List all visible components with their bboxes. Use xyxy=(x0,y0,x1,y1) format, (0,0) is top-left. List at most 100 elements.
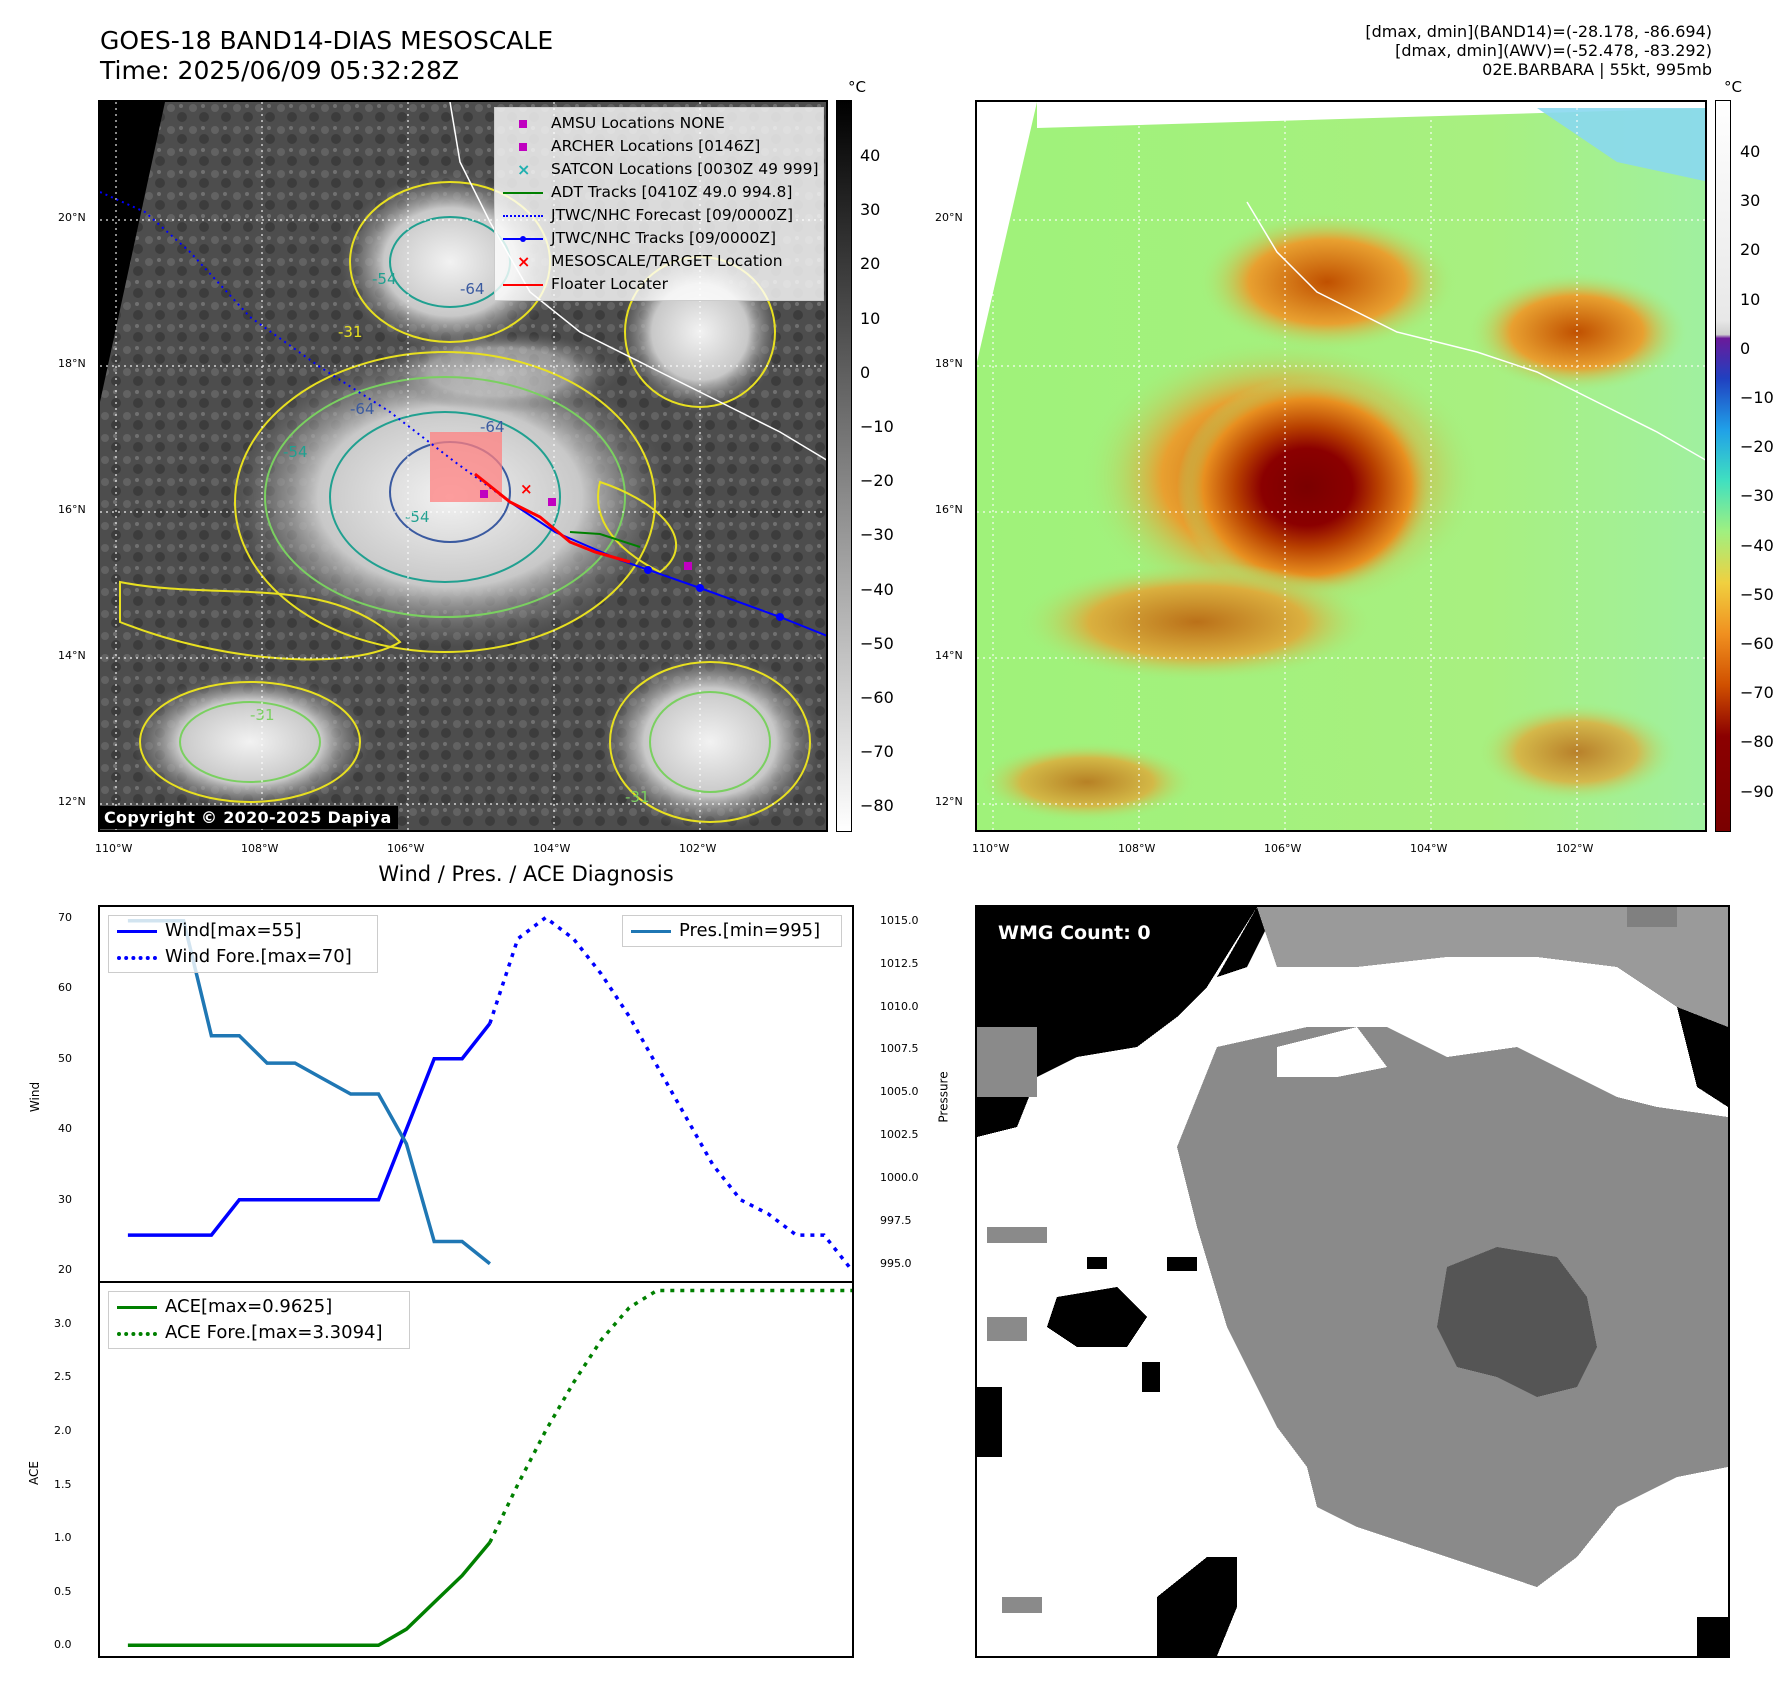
colorbar-tick-label: −70 xyxy=(1740,683,1774,703)
lon-label: 104°W xyxy=(533,842,571,855)
legend-wind-forecast: Wind Fore.[max=70] xyxy=(117,944,369,970)
colorbar-tick-label: −50 xyxy=(1740,584,1774,604)
colorbar-tick-label: −30 xyxy=(1740,486,1774,506)
colorbar-tick-label: 10 xyxy=(1740,289,1761,309)
colorbar-tick-label: −60 xyxy=(1740,634,1774,653)
y2-tick-label: 1015.0 xyxy=(880,913,919,927)
colorbar-tick-label: −90 xyxy=(1740,781,1774,801)
legend-floater: Floater Locater xyxy=(503,273,815,296)
legend-wind: Wind[max=55] xyxy=(117,918,369,944)
dotted-line-icon xyxy=(503,206,543,226)
contour-label: -64 xyxy=(350,400,375,418)
contour-label: -64 xyxy=(480,418,505,436)
lat-label: 12°N xyxy=(935,795,963,808)
ir-colorbar xyxy=(836,100,852,832)
y-tick-label: 1.5 xyxy=(54,1477,72,1491)
awv-map-image xyxy=(977,102,1705,830)
legend-tracks: JTWC/NHC Tracks [09/0000Z] xyxy=(503,227,815,250)
line-icon xyxy=(117,921,157,941)
awv-map-panel xyxy=(975,100,1707,832)
x-marker-icon: × xyxy=(517,251,531,271)
lon-label: 110°W xyxy=(95,842,133,855)
y2-tick-label: 1005.0 xyxy=(880,1085,919,1099)
contour-label: -64 xyxy=(460,280,485,298)
svg-text:×: × xyxy=(520,480,533,498)
copyright-label: Copyright © 2020-2025 Dapiya xyxy=(98,806,398,829)
y-tick-label: 40 xyxy=(58,1122,72,1136)
line-icon xyxy=(503,183,543,203)
legend-amsu: AMSU Locations NONE xyxy=(503,112,815,135)
colorbar-tick-label: 0 xyxy=(860,362,871,382)
y-tick-label: 3.0 xyxy=(54,1316,72,1330)
mesoscale-target-box xyxy=(430,432,502,502)
title-line-1: GOES-18 BAND14-DIAS MESOSCALE xyxy=(100,26,554,55)
dotted-line-icon xyxy=(117,947,157,967)
y2-tick-label: 997.5 xyxy=(880,1213,912,1227)
y-tick-label: 1.0 xyxy=(54,1531,72,1545)
y-tick-label: 30 xyxy=(58,1192,72,1206)
y2-tick-label: 1007.5 xyxy=(880,1042,919,1056)
info-line-2: [dmax, dmin](AWV)=(-52.478, -83.292) xyxy=(1395,41,1712,60)
colorbar-tick-label: −20 xyxy=(860,471,894,491)
y-tick-label: 2.0 xyxy=(54,1423,72,1437)
lon-label: 110°W xyxy=(972,842,1010,855)
legend-satcon: × SATCON Locations [0030Z 49 999] xyxy=(503,158,819,181)
ace-axis-label: ACE xyxy=(26,1461,41,1485)
colorbar-tick-label: 10 xyxy=(860,308,881,328)
colorbar-tick-label: −70 xyxy=(860,742,894,762)
contour-label: -54 xyxy=(283,443,308,461)
colorbar-tick-label: −20 xyxy=(1740,437,1774,457)
contour-label: -54 xyxy=(405,508,430,526)
lat-label: 18°N xyxy=(935,357,963,370)
lon-label: 102°W xyxy=(1556,842,1594,855)
lat-label: 16°N xyxy=(935,503,963,516)
square-marker-icon xyxy=(503,114,543,134)
line-icon xyxy=(117,1297,157,1317)
contour-label: -31 xyxy=(625,788,650,806)
colorbar-tick-label: −80 xyxy=(1740,732,1774,752)
pressure-legend: Pres.[min=995] xyxy=(622,915,842,947)
awv-colorbar xyxy=(1715,100,1731,832)
wind-axis-label: Wind xyxy=(28,1081,43,1113)
lon-label: 106°W xyxy=(1264,842,1302,855)
lat-label: 14°N xyxy=(58,649,86,662)
legend-ace-forecast: ACE Fore.[max=3.3094] xyxy=(117,1320,401,1346)
legend-mesoscale: × MESOSCALE/TARGET Location xyxy=(503,250,815,273)
map-legend: AMSU Locations NONE ARCHER Locations [01… xyxy=(494,107,824,301)
colorbar-tick-label: −10 xyxy=(860,417,894,436)
wmg-count-badge: WMG Count: 0 xyxy=(988,918,1161,948)
colorbar-tick-label: 20 xyxy=(860,254,881,274)
ir-colorbar-unit: °C xyxy=(848,78,866,96)
diagnosis-title: Wind / Pres. / ACE Diagnosis xyxy=(378,862,674,886)
y2-tick-label: 1012.5 xyxy=(880,956,919,970)
lat-label: 12°N xyxy=(58,795,86,808)
colorbar-tick-label: 40 xyxy=(1740,142,1761,161)
square-marker-icon xyxy=(503,137,543,157)
info-line-1: [dmax, dmin](BAND14)=(-28.178, -86.694) xyxy=(1365,22,1712,41)
colorbar-tick-label: −40 xyxy=(1740,535,1774,555)
lon-label: 106°W xyxy=(387,842,425,855)
y2-tick-label: 1010.0 xyxy=(880,999,919,1013)
y2-tick-label: 1002.5 xyxy=(880,1128,919,1142)
y-tick-label: 2.5 xyxy=(54,1370,72,1384)
wmg-image xyxy=(977,907,1728,1656)
y2-tick-label: 1000.0 xyxy=(880,1171,919,1185)
colorbar-tick-label: 30 xyxy=(1740,191,1761,211)
y-tick-label: 50 xyxy=(58,1051,72,1065)
title-line-2: Time: 2025/06/09 05:32:28Z xyxy=(100,56,459,85)
legend-ace: ACE[max=0.9625] xyxy=(117,1294,401,1320)
legend-forecast: JTWC/NHC Forecast [09/0000Z] xyxy=(503,204,815,227)
ace-legend: ACE[max=0.9625] ACE Fore.[max=3.3094] xyxy=(108,1291,410,1349)
y-tick-label: 60 xyxy=(58,981,72,995)
colorbar-tick-label: 20 xyxy=(1740,240,1761,260)
colorbar-tick-label: −30 xyxy=(860,525,894,545)
y-tick-label: 0.0 xyxy=(54,1638,72,1652)
info-line-3: 02E.BARBARA | 55kt, 995mb xyxy=(1482,60,1712,79)
x-marker-icon: × xyxy=(517,159,531,179)
lat-label: 20°N xyxy=(935,211,963,224)
y-tick-label: 0.5 xyxy=(54,1584,72,1598)
contour-label: -31 xyxy=(338,323,363,341)
lon-label: 108°W xyxy=(241,842,279,855)
line-dot-icon xyxy=(503,229,543,249)
lat-label: 14°N xyxy=(935,649,963,662)
